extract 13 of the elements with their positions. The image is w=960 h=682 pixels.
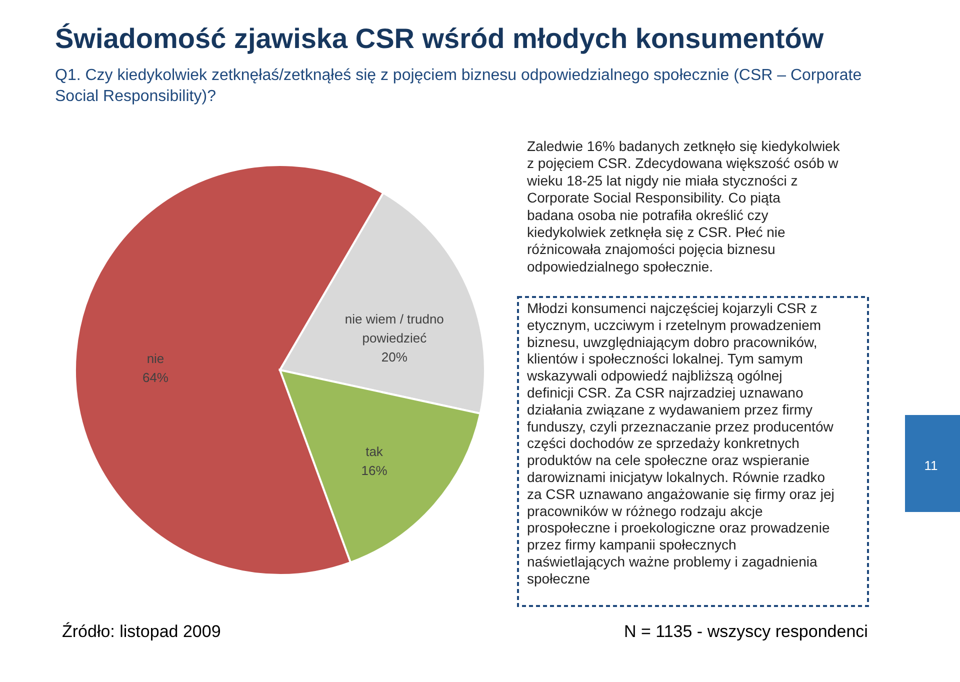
text: 11 [924,458,938,473]
text: Źródło: listopad 2009 [62,622,221,641]
chart-subtitle: Q1. Czy kiedykolwiek zetknęłaś/zetknąłeś się z pojęciem biznesu odpowiedzialnego społecznie (CSR – Corporate Social Responsibility)? [55,67,862,105]
chart-title: Świadomość zjawiska CSR wśród młodych konsumentów [55,23,824,54]
text: N = 1135 - wszyscy respondenci [624,622,868,641]
slice-label: nie [146,350,164,366]
text: Młodzi konsumenci najczęściej kojarzyli CSR z etycznym, uczciwym i rzetelnym prowadzeniem biznesu, uwzględniającym dobro pracowników, klientów i społeczności lokalnej. Tym samym wskazywali odpowiedź najbliższą ogólnej definicji CSR. Za CSR najrzadziej uznawano działania związane z wydawaniem przez firmy funduszy, czyli przeznaczanie przez producentów części dochodów ze sprzedaży konkretnych produktów na cele społeczne oraz wspieranie darowiznami inicjatyw lokalnych. Równie rzadko za CSR uznawano angażowanie się firmy oraz jej pracowników w różnego rodzaju akcje prospołeczne i proekologiczne oraz prowadzenie przez firmy kampanii społecznych naświetlających ważne problemy i zagadnienia społeczne [527,300,834,586]
slice-label: tak [366,444,384,460]
data-label: 16% [361,463,388,478]
data-label: 20% [381,350,408,365]
data-label: 64% [142,370,169,385]
text: Zaledwie 16% badanych zetknęło się kiedykolwiek z pojęciem CSR. Zdecydowana większość osób w wieku 18-25 lat nigdy nie miała styczności z Corporate Social Responsibility. Co piąta badana osoba nie potrafiła określić czy kiedykolwiek zetknęła się z CSR. Płeć nie różnicowała znajomości pojęcia biznesu odpowiedzialnego społecznie. [526,138,841,274]
slice-label: nie wiem / trudno powiedzieć [344,312,444,346]
